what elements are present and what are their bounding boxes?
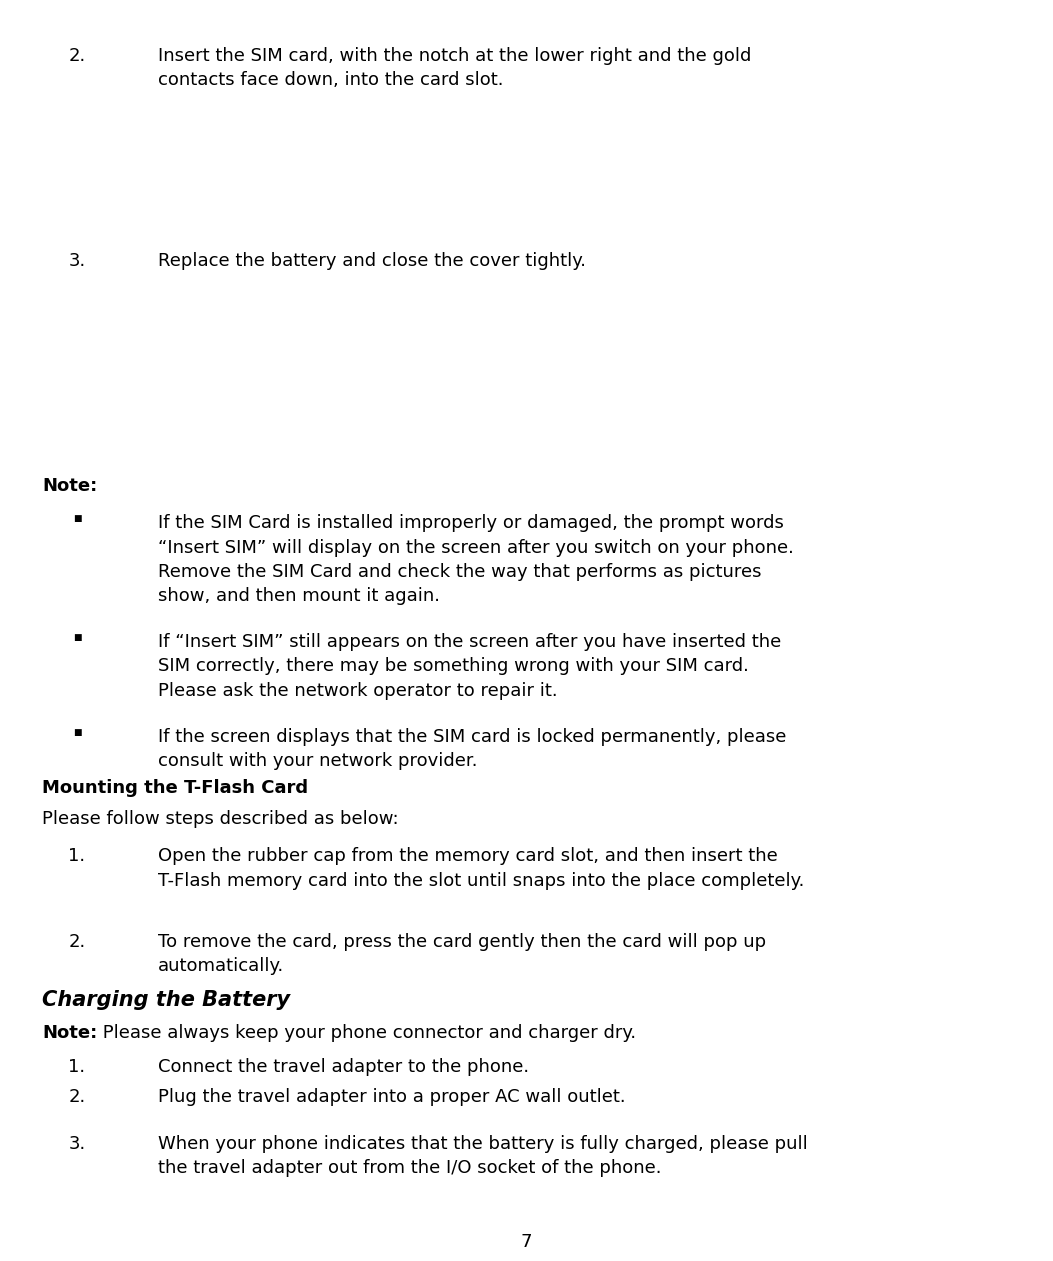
Text: Note:: Note: <box>42 477 97 494</box>
Text: If the SIM Card is installed improperly or damaged, the prompt words
“Insert SIM: If the SIM Card is installed improperly … <box>158 514 794 605</box>
Text: 2.: 2. <box>68 933 85 951</box>
Text: ■: ■ <box>73 728 81 736</box>
Text: 7: 7 <box>521 1233 532 1251</box>
Text: 3.: 3. <box>68 1135 85 1153</box>
Text: 3.: 3. <box>68 252 85 270</box>
Text: 2.: 2. <box>68 1088 85 1106</box>
Text: Please follow steps described as below:: Please follow steps described as below: <box>42 810 399 827</box>
Text: Connect the travel adapter to the phone.: Connect the travel adapter to the phone. <box>158 1058 529 1076</box>
Text: 1.: 1. <box>68 1058 85 1076</box>
Text: ■: ■ <box>73 633 81 642</box>
Text: Replace the battery and close the cover tightly.: Replace the battery and close the cover … <box>158 252 585 270</box>
Text: Open the rubber cap from the memory card slot, and then insert the
T-Flash memor: Open the rubber cap from the memory card… <box>158 847 804 890</box>
Text: If “Insert SIM” still appears on the screen after you have inserted the
SIM corr: If “Insert SIM” still appears on the scr… <box>158 633 781 700</box>
Text: ■: ■ <box>73 514 81 523</box>
Text: When your phone indicates that the battery is fully charged, please pull
the tra: When your phone indicates that the batte… <box>158 1135 808 1178</box>
Text: Please always keep your phone connector and charger dry.: Please always keep your phone connector … <box>97 1024 636 1042</box>
Text: Mounting the T-Flash Card: Mounting the T-Flash Card <box>42 779 309 797</box>
Text: Insert the SIM card, with the notch at the lower right and the gold
contacts fac: Insert the SIM card, with the notch at t… <box>158 47 752 90</box>
Text: Note:: Note: <box>42 1024 97 1042</box>
Text: 1.: 1. <box>68 847 85 865</box>
Text: If the screen displays that the SIM card is locked permanently, please
consult w: If the screen displays that the SIM card… <box>158 728 787 770</box>
Text: Charging the Battery: Charging the Battery <box>42 990 291 1010</box>
Text: 2.: 2. <box>68 47 85 64</box>
Text: Plug the travel adapter into a proper AC wall outlet.: Plug the travel adapter into a proper AC… <box>158 1088 625 1106</box>
Text: To remove the card, press the card gently then the card will pop up
automaticall: To remove the card, press the card gentl… <box>158 933 767 976</box>
